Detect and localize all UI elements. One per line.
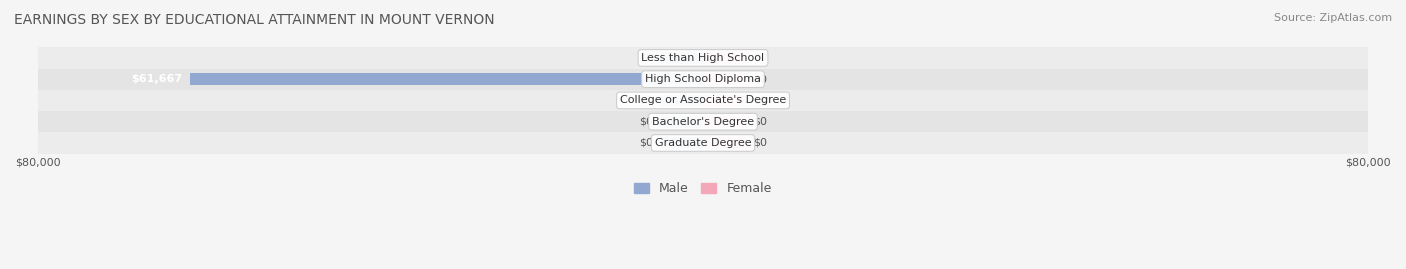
Text: $0: $0	[640, 117, 654, 127]
Bar	[38, 47, 1368, 69]
Bar	[703, 95, 745, 106]
Text: $0: $0	[640, 138, 654, 148]
Text: Source: ZipAtlas.com: Source: ZipAtlas.com	[1274, 13, 1392, 23]
Text: $0: $0	[640, 95, 654, 105]
Text: Less than High School: Less than High School	[641, 53, 765, 63]
Bar	[38, 111, 1368, 132]
Bar	[38, 132, 1368, 154]
Bar	[661, 137, 703, 149]
Text: Graduate Degree: Graduate Degree	[655, 138, 751, 148]
Text: Bachelor's Degree: Bachelor's Degree	[652, 117, 754, 127]
Bar	[703, 73, 745, 85]
Text: $0: $0	[752, 53, 766, 63]
Text: $0: $0	[752, 74, 766, 84]
Bar	[703, 137, 745, 149]
Text: $0: $0	[640, 53, 654, 63]
Legend: Male, Female: Male, Female	[634, 182, 772, 195]
Bar	[703, 116, 745, 128]
Text: $0: $0	[752, 117, 766, 127]
Bar	[38, 90, 1368, 111]
Text: College or Associate's Degree: College or Associate's Degree	[620, 95, 786, 105]
Bar	[661, 95, 703, 106]
Bar	[190, 73, 703, 85]
Bar	[661, 52, 703, 64]
Text: $0: $0	[752, 138, 766, 148]
Text: $61,667: $61,667	[131, 74, 181, 84]
Text: EARNINGS BY SEX BY EDUCATIONAL ATTAINMENT IN MOUNT VERNON: EARNINGS BY SEX BY EDUCATIONAL ATTAINMEN…	[14, 13, 495, 27]
Text: $0: $0	[752, 95, 766, 105]
Bar	[38, 69, 1368, 90]
Bar	[703, 52, 745, 64]
Bar	[661, 116, 703, 128]
Text: High School Diploma: High School Diploma	[645, 74, 761, 84]
